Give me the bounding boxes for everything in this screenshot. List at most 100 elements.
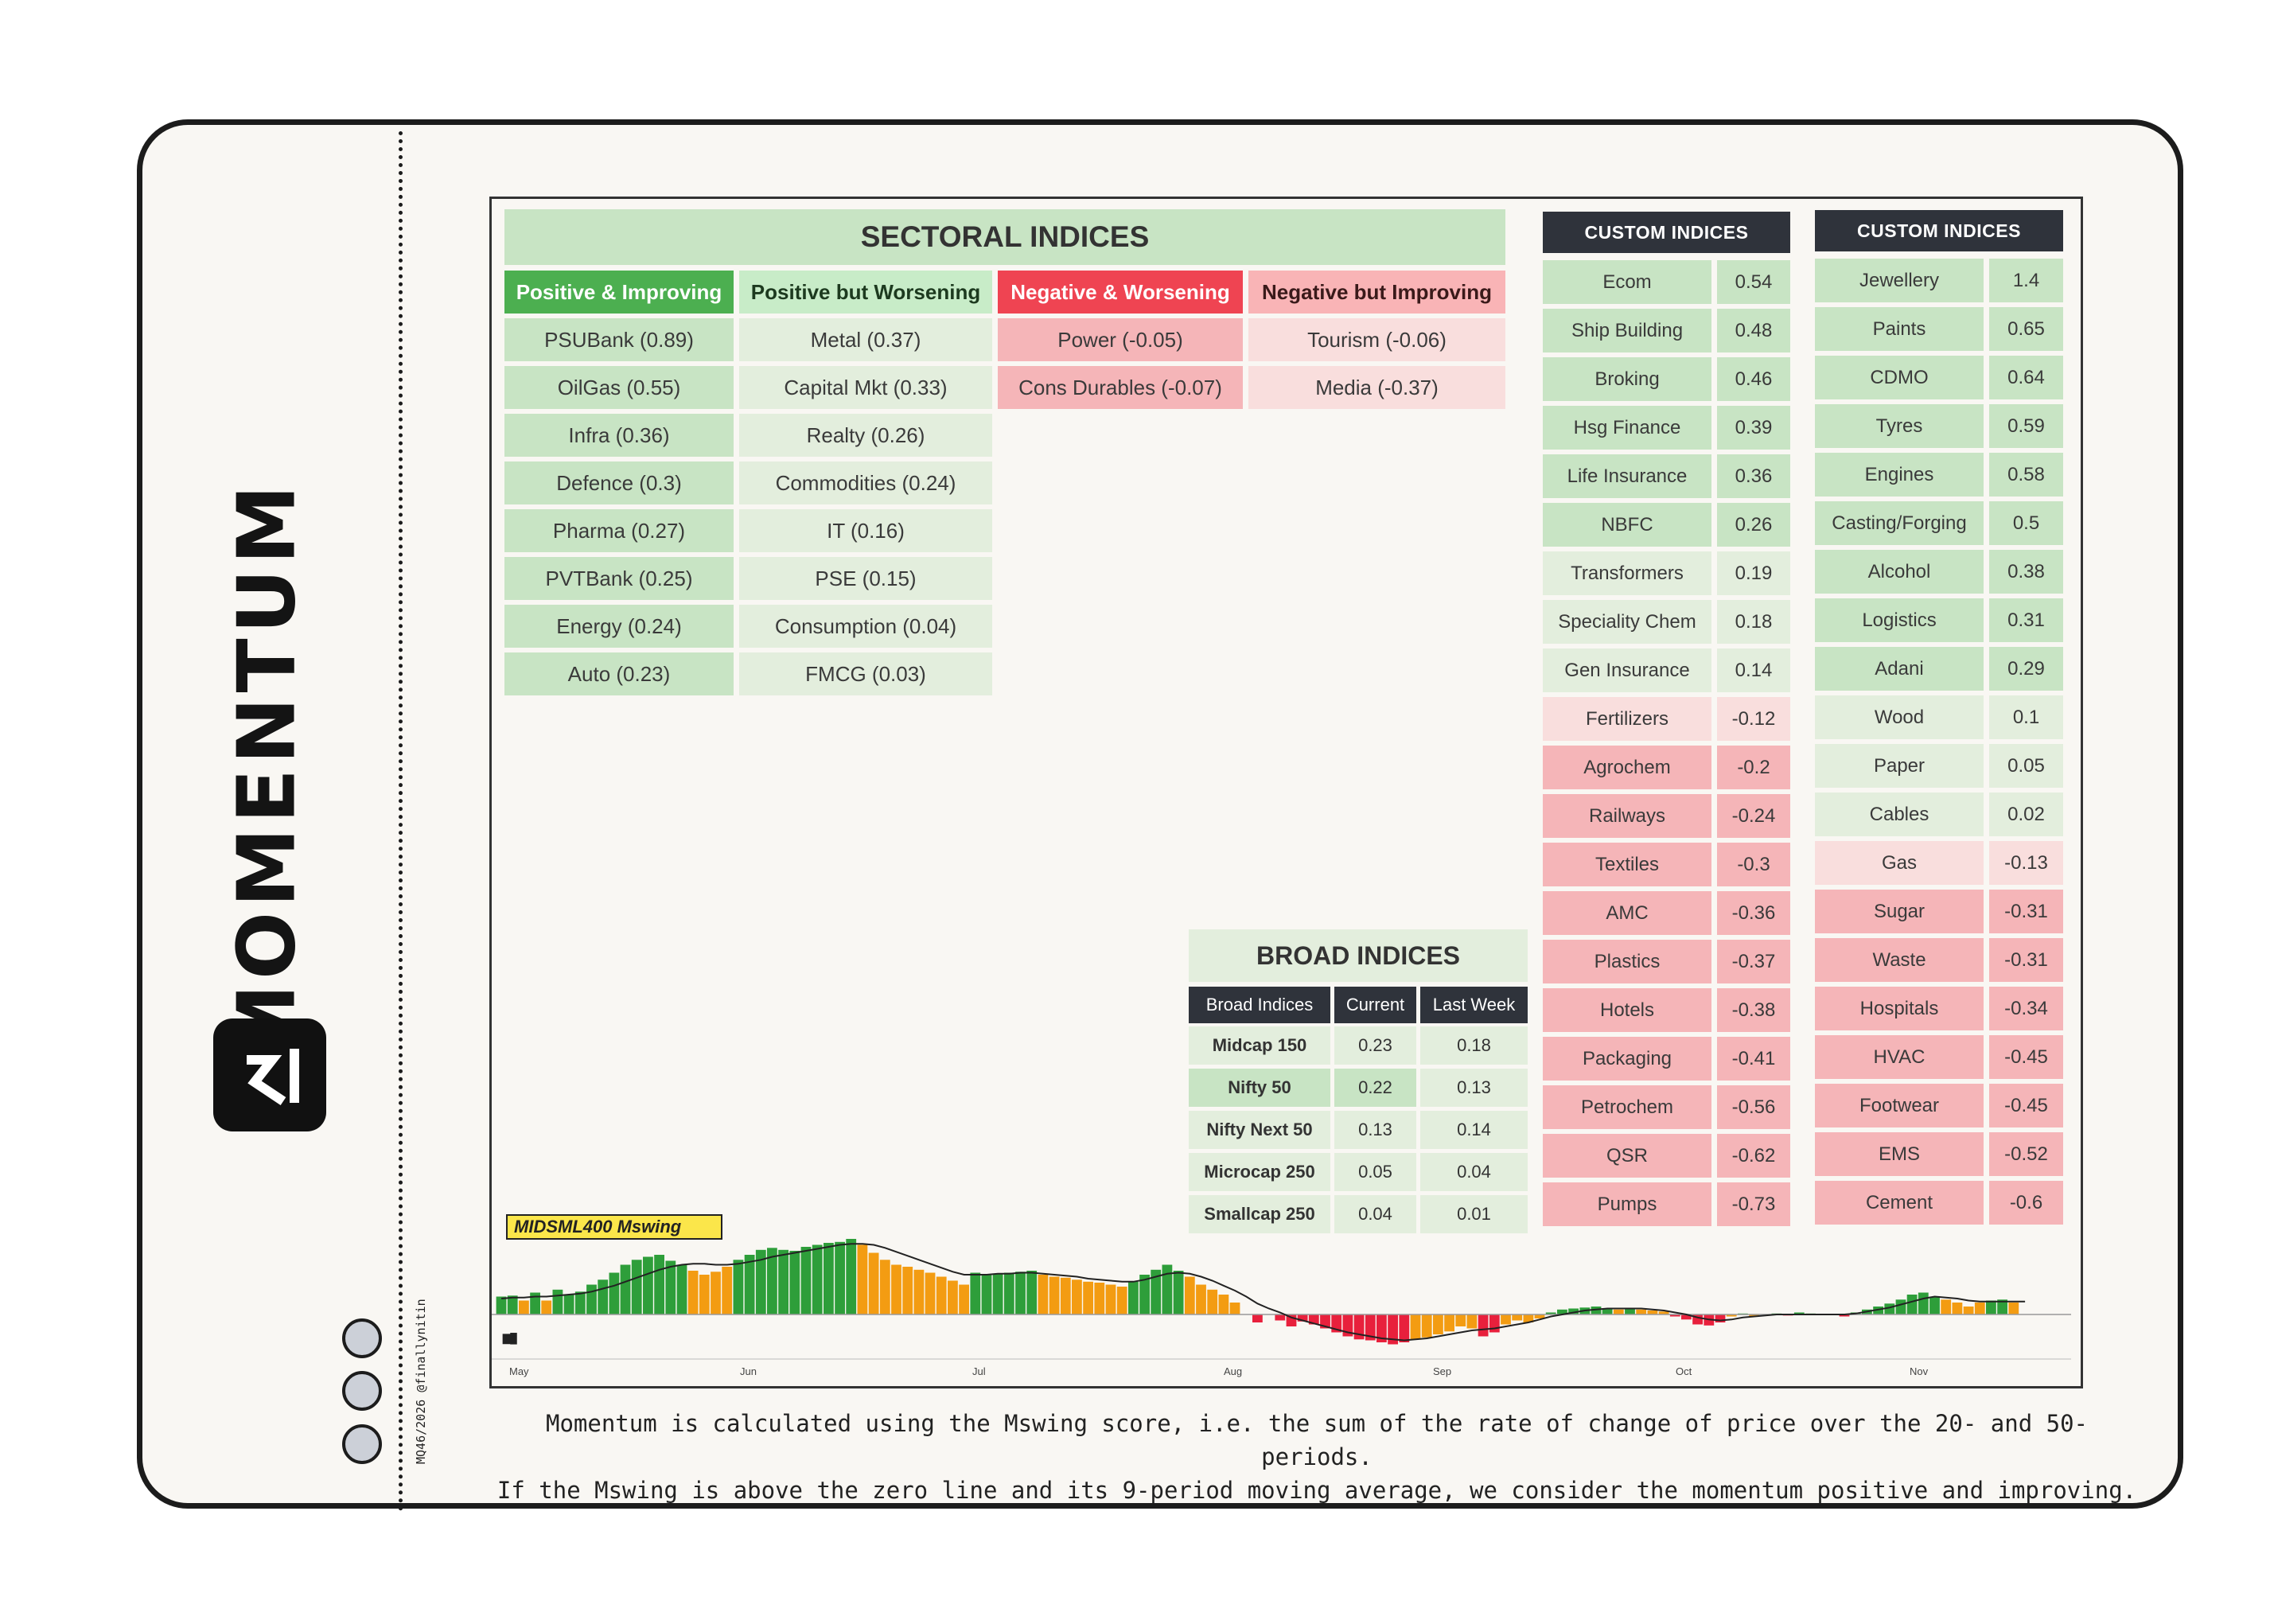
broad-header: Broad Indices bbox=[1189, 987, 1330, 1023]
custom-index-name: Adani bbox=[1815, 647, 1984, 691]
mswing-bar bbox=[800, 1247, 812, 1314]
custom-index-value: 0.48 bbox=[1717, 309, 1790, 352]
sectoral-header-0: Positive & Improving bbox=[504, 271, 734, 314]
custom-index-value: -0.38 bbox=[1717, 988, 1790, 1032]
sectoral-cell: Cons Durables (-0.07) bbox=[998, 366, 1243, 409]
mswing-bar bbox=[879, 1260, 890, 1315]
custom-index-value: -0.3 bbox=[1717, 843, 1790, 886]
custom-index-name: Hsg Finance bbox=[1543, 406, 1711, 450]
mswing-bar bbox=[722, 1267, 733, 1314]
mswing-bar bbox=[1466, 1314, 1478, 1329]
broad-index-name: Smallcap 250 bbox=[1189, 1195, 1330, 1233]
x-tick-label: Sep bbox=[1433, 1365, 1451, 1377]
mswing-bar bbox=[676, 1264, 687, 1314]
mswing-bar bbox=[891, 1264, 901, 1314]
mswing-bar bbox=[1715, 1314, 1726, 1322]
mswing-bar bbox=[1568, 1308, 1579, 1314]
mswing-bar bbox=[643, 1256, 653, 1314]
sectoral-cell: OilGas (0.55) bbox=[504, 366, 734, 409]
mswing-bar bbox=[835, 1241, 845, 1315]
mswing-bar bbox=[1184, 1276, 1195, 1314]
mswing-bar bbox=[1963, 1307, 1974, 1314]
custom-index-value: -0.45 bbox=[1989, 1084, 2063, 1127]
custom-index-name: Fertilizers bbox=[1543, 697, 1711, 741]
mswing-bar bbox=[1929, 1296, 1940, 1314]
mswing-bar bbox=[631, 1260, 642, 1315]
mswing-bar bbox=[959, 1284, 969, 1314]
sectoral-cell: PSUBank (0.89) bbox=[504, 318, 734, 361]
custom-index-value: 0.58 bbox=[1989, 453, 2063, 497]
mswing-bar bbox=[1252, 1314, 1263, 1322]
mswing-bar bbox=[507, 1295, 518, 1315]
mswing-bar bbox=[1421, 1314, 1432, 1338]
x-tick-label: Nov bbox=[1910, 1365, 1929, 1377]
chart-title: MIDSML400 Mswing bbox=[506, 1214, 722, 1240]
broad-index-value: 0.04 bbox=[1334, 1195, 1416, 1233]
sectoral-cell: Auto (0.23) bbox=[504, 652, 734, 695]
custom-index-value: 0.18 bbox=[1717, 600, 1790, 644]
custom-index-name: Petrochem bbox=[1543, 1085, 1711, 1129]
x-tick-label: Jun bbox=[740, 1365, 757, 1377]
custom-index-value: -0.31 bbox=[1989, 938, 2063, 982]
mswing-bar bbox=[1049, 1276, 1060, 1314]
side-circle-1 bbox=[342, 1318, 382, 1358]
sectoral-cell: PSE (0.15) bbox=[739, 557, 992, 600]
mswing-bar bbox=[1793, 1312, 1805, 1314]
mswing-bar bbox=[1489, 1314, 1500, 1333]
custom-index-value: 0.5 bbox=[1989, 501, 2063, 545]
mswing-bar bbox=[1139, 1275, 1150, 1314]
mswing-bar bbox=[496, 1296, 507, 1314]
mswing-bar bbox=[598, 1279, 609, 1315]
custom-index-name: Hotels bbox=[1543, 988, 1711, 1032]
mswing-bar bbox=[789, 1251, 800, 1314]
mswing-bar bbox=[1681, 1314, 1692, 1320]
broad-index-value: 0.05 bbox=[1334, 1153, 1416, 1191]
x-tick-label: May bbox=[509, 1365, 529, 1377]
custom-index-name: Engines bbox=[1815, 453, 1984, 497]
sectoral-title: SECTORAL INDICES bbox=[504, 209, 1505, 265]
mswing-bar bbox=[620, 1264, 631, 1314]
sectoral-cell: Metal (0.37) bbox=[739, 318, 992, 361]
mswing-bar bbox=[1613, 1309, 1624, 1315]
custom-index-name: Tyres bbox=[1815, 404, 1984, 448]
custom-index-name: Hospitals bbox=[1815, 987, 1984, 1030]
custom-index-value: -0.2 bbox=[1717, 746, 1790, 789]
mswing-bar bbox=[1173, 1271, 1184, 1314]
custom-index-value: -0.52 bbox=[1989, 1132, 2063, 1176]
mswing-bar bbox=[1873, 1307, 1883, 1314]
custom-index-name: CDMO bbox=[1815, 356, 1984, 399]
custom-indices-header: CUSTOM INDICES bbox=[1815, 210, 2063, 251]
custom-index-value: -0.41 bbox=[1717, 1037, 1790, 1081]
mswing-bar bbox=[563, 1295, 574, 1314]
mswing-bar bbox=[1523, 1314, 1534, 1322]
custom-index-value: 0.19 bbox=[1717, 551, 1790, 595]
mswing-bar bbox=[1884, 1303, 1895, 1315]
custom-index-value: -0.37 bbox=[1717, 940, 1790, 983]
mswing-bar bbox=[1297, 1314, 1308, 1322]
broad-index-value: 0.01 bbox=[1420, 1195, 1528, 1233]
mswing-bar bbox=[868, 1252, 879, 1314]
mswing-bar bbox=[654, 1255, 664, 1314]
mswing-bar bbox=[1726, 1314, 1737, 1317]
side-circle-3 bbox=[342, 1424, 382, 1464]
mswing-bar bbox=[936, 1276, 947, 1314]
mswing-bar bbox=[1918, 1292, 1929, 1314]
mswing-bar bbox=[1026, 1271, 1038, 1314]
mswing-bar bbox=[1094, 1283, 1105, 1314]
x-tick-label: Aug bbox=[1224, 1365, 1242, 1377]
custom-index-name: Ship Building bbox=[1543, 309, 1711, 352]
sectoral-cell: PVTBank (0.25) bbox=[504, 557, 734, 600]
mswing-bar bbox=[925, 1272, 936, 1314]
custom-index-name: Sugar bbox=[1815, 890, 1984, 933]
mswing-bar bbox=[1444, 1314, 1454, 1332]
sectoral-cell: Infra (0.36) bbox=[504, 414, 734, 457]
custom-index-name: Plastics bbox=[1543, 940, 1711, 983]
broad-index-value: 0.22 bbox=[1334, 1069, 1416, 1107]
mswing-bar bbox=[1060, 1277, 1071, 1315]
custom-index-value: 0.65 bbox=[1989, 307, 2063, 351]
brand-title-wrap: MOMENTUM bbox=[220, 481, 313, 1064]
mswing-bar bbox=[1534, 1314, 1545, 1318]
sectoral-cell: Commodities (0.24) bbox=[739, 461, 992, 504]
mswing-bar bbox=[1839, 1314, 1850, 1317]
mswing-bar bbox=[1512, 1314, 1523, 1321]
